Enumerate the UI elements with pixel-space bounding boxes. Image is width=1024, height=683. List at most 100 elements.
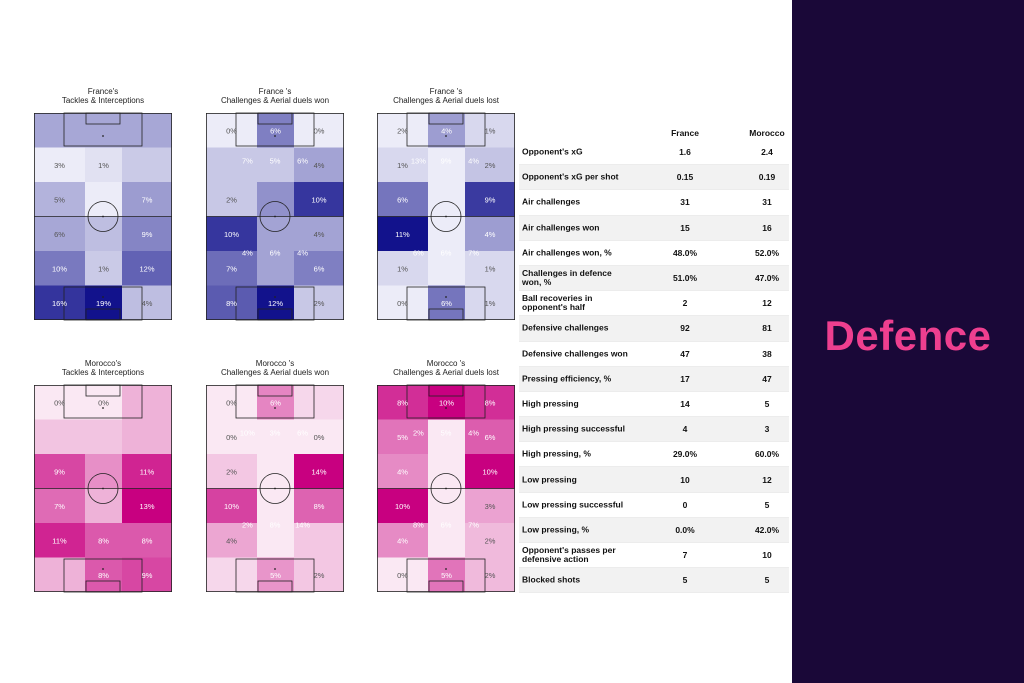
stat-label: Opponent's passes per defensive action [522, 545, 616, 565]
pitch-line [445, 135, 447, 137]
heatmap-label: 1% [397, 264, 408, 273]
heatmap-label: 4% [485, 230, 496, 239]
heatmap-cell [465, 454, 515, 489]
heatmap-cell [428, 419, 465, 454]
heatmap-cell [465, 251, 515, 286]
stat-label: Ball recoveries in opponent's half [522, 293, 593, 313]
heatmap-label: 8% [270, 521, 281, 530]
stats-row: Low pressing 10 12 [519, 467, 789, 493]
heatmap-label: 7% [468, 521, 479, 530]
heatmap-label: 1% [98, 161, 109, 170]
heatmap-label: 9% [54, 467, 65, 476]
pitch-line [102, 568, 104, 570]
heatmap-label: 8% [98, 571, 109, 580]
stat-value-morocco: 12 [762, 474, 772, 485]
heatmap-label: 2% [314, 299, 325, 308]
stat-value-france: 10 [680, 474, 690, 485]
heatmap-label: 8% [226, 299, 237, 308]
stat-value-france: 2 [682, 298, 688, 309]
pitch-line [428, 580, 464, 593]
stat-label: Challenges in defence won, % [522, 268, 612, 288]
heatmap-cell [85, 285, 122, 320]
heatmap-cell [377, 488, 428, 523]
heatmap-label: 0% [314, 433, 325, 442]
heatmap-label: 10% [224, 502, 239, 511]
heatmap-cell [465, 557, 515, 592]
heatmap-label: 12% [268, 299, 283, 308]
heatmap-label: 0% [226, 433, 237, 442]
stats-row: High pressing 14 5 [519, 392, 789, 418]
heatmap-cell [465, 488, 515, 523]
heatmap-label: 5% [270, 156, 281, 165]
heatmap-cell [206, 113, 257, 148]
heatmap-label: 7% [142, 195, 153, 204]
stat-value-morocco: 10 [762, 550, 772, 561]
pitch-line [102, 296, 104, 298]
heatmap-label: 11% [140, 467, 155, 476]
heatmap-label: 0% [226, 398, 237, 407]
heatmap-cell [34, 147, 85, 182]
heatmap-label: 4% [314, 161, 325, 170]
heatmap-cell [257, 251, 294, 286]
heatmap-cell [206, 285, 257, 320]
heatmap-cell [465, 182, 515, 217]
heatmap-cell [122, 113, 172, 148]
heatmap-title: Morocco's Tackles & Interceptions [61, 359, 145, 377]
heatmap-cell [257, 182, 294, 217]
pitch-line [85, 112, 121, 125]
pitch-line [274, 215, 276, 218]
pitch-line [257, 580, 293, 593]
heatmap-label: 2% [397, 126, 408, 135]
heatmap-label: 0% [397, 299, 408, 308]
heatmap-label: 8% [142, 536, 153, 545]
pitch-line [445, 296, 447, 298]
stat-value-france: 47 [680, 348, 690, 359]
heatmap-label: 2% [485, 161, 496, 170]
stat-value-france: 5 [682, 575, 688, 586]
stats-row: Opponent's xG 1.6 2.4 [519, 140, 789, 166]
heatmap-cell [294, 147, 344, 182]
heatmap-label: 10% [224, 230, 239, 239]
pitch-line [87, 201, 119, 232]
pitch-heatmap: 8% 10% 8% 5% 6% 4% 10% 10% 3% 4% 2% 0% 5% 2% 2% 5% 4% 8% 6… [377, 384, 515, 593]
stat-label: Opponent's xG [522, 146, 583, 157]
stat-value-morocco: 5 [764, 499, 770, 510]
heatmap-cell [85, 113, 122, 148]
heatmap-label: 0% [314, 126, 325, 135]
pitch-line [102, 215, 104, 218]
pitch-line [274, 407, 276, 409]
heatmap-cell [206, 147, 257, 182]
pitch-line [102, 487, 104, 490]
stats-row: Pressing efficiency, % 17 47 [519, 366, 789, 392]
heatmap-cell [85, 488, 122, 523]
heatmap-cell [206, 523, 257, 558]
stat-label: Low pressing [522, 474, 577, 485]
pitch-line [259, 201, 291, 232]
heatmap-label: 11% [52, 536, 67, 545]
heatmap-cell [377, 557, 428, 592]
stat-value-morocco: 47.0% [754, 273, 780, 284]
stat-label: Opponent's xG per shot [522, 171, 619, 182]
heatmap-cell [34, 419, 85, 454]
stat-value-morocco: 5 [764, 575, 770, 586]
pitch-line [85, 308, 121, 321]
heatmap-cell [34, 557, 85, 592]
pitch-line [430, 473, 462, 504]
stat-value-france: 48.0% [672, 247, 698, 258]
heatmap-cell [377, 454, 428, 489]
heatmap-cell [257, 488, 294, 523]
heatmap-cell [257, 419, 294, 454]
pitch-line [257, 112, 293, 125]
heatmap-cell [85, 419, 122, 454]
heatmap-cell [294, 182, 344, 217]
heatmap-label: 1% [98, 264, 109, 273]
stat-label: High pressing, % [522, 448, 591, 459]
heatmap-label: 2% [314, 571, 325, 580]
pitch-heatmap: 3% 1% 5% 7% 6% 9% 10% 1% 12% 16% 19% 4% [34, 112, 172, 321]
heatmap-label: 4% [468, 428, 479, 437]
stat-value-morocco: 3 [764, 424, 770, 435]
stat-value-morocco: 5 [764, 398, 770, 409]
heatmap-cell [465, 523, 515, 558]
heatmap-cell [122, 147, 172, 182]
heatmap-label: 7% [54, 502, 65, 511]
